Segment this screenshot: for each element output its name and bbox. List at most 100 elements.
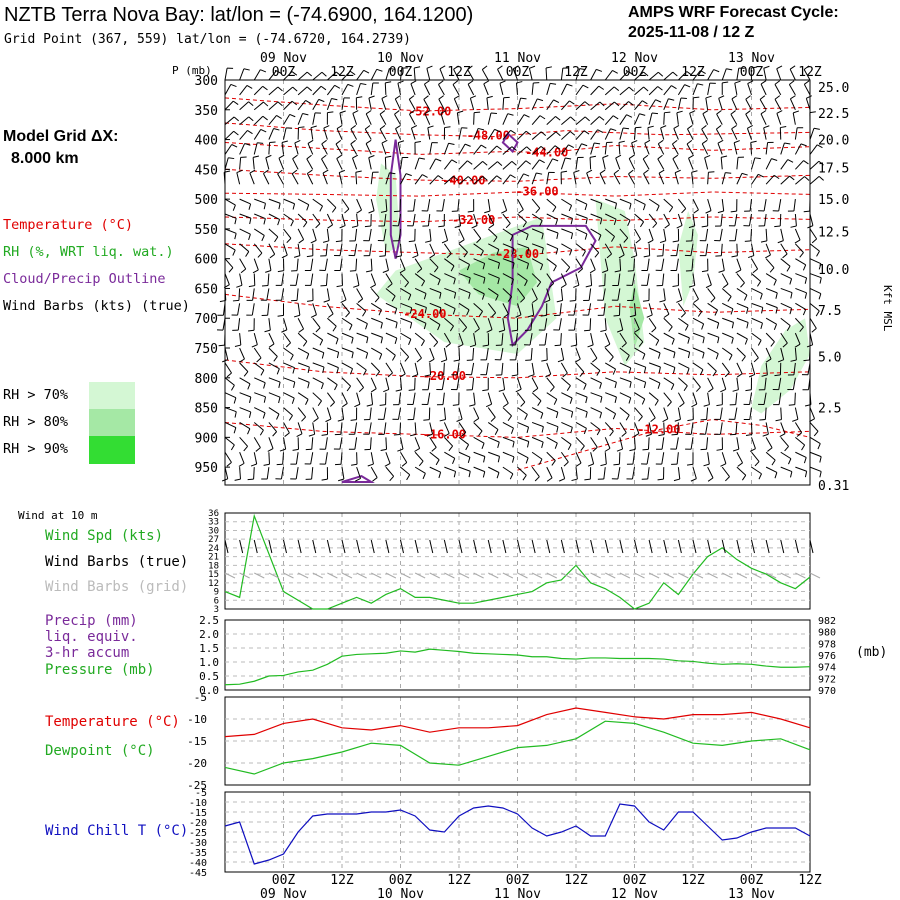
wind-barb-feather [804, 292, 808, 299]
wind-barb-feather [585, 285, 592, 288]
wind-barb-staff [546, 258, 557, 267]
wind-barb-staff [760, 113, 767, 125]
wind-barb-feather [349, 70, 356, 76]
wind-barb-feather [273, 128, 280, 131]
wind-barb-staff [720, 243, 723, 256]
wind-barb-feather [790, 359, 797, 362]
wind-barb-feather [761, 374, 768, 377]
wind-barb-staff [370, 198, 375, 211]
kft-tick-label: 0.31 [818, 479, 849, 494]
wind-barb-staff [809, 302, 820, 312]
wind-barb-staff [517, 288, 526, 299]
wind-barb-staff [734, 213, 738, 226]
wind-barb-feather [583, 383, 587, 390]
wind-barb-staff [765, 422, 769, 435]
wind-barb-staff [379, 113, 387, 125]
wind-barb-staff [546, 116, 556, 126]
wind-barb-feather [613, 219, 617, 226]
wind-barb-feather [774, 80, 781, 85]
wind-barb-feather [509, 473, 514, 480]
wind-barb-staff [663, 332, 675, 340]
wind-barb-feather [584, 101, 590, 106]
wind-barb-feather [494, 429, 499, 436]
wind-barb-feather [248, 116, 254, 122]
wind-barb-feather [570, 116, 576, 122]
wind-barb-staff [634, 332, 644, 343]
wind-barb-feather [612, 413, 617, 420]
wind-barb-staff [368, 97, 372, 110]
wind-barb-staff [365, 143, 372, 155]
wind-barb-feather [243, 371, 249, 377]
wind-barb-staff [400, 157, 403, 170]
wind-barb-feather [681, 208, 687, 214]
wind-barb-feather [404, 282, 409, 288]
wind-barb-staff [628, 173, 635, 185]
wind-barb-feather [553, 265, 557, 272]
wind-barb-staff [467, 83, 475, 96]
wind-barb-staff [736, 452, 744, 464]
wind-barb-feather [424, 374, 431, 377]
wind-barb-feather [380, 210, 387, 213]
wind-barb-feather [556, 232, 559, 239]
wind-barb-feather [528, 374, 535, 378]
wind-barb-feather [425, 240, 432, 243]
wind-barb-staff [765, 332, 775, 343]
wind-barb-staff [253, 142, 258, 155]
wind-barb-staff [341, 198, 350, 210]
wind-barb-feather [356, 96, 363, 99]
wind-barb-staff [283, 100, 293, 111]
wind-barb-staff [660, 127, 665, 140]
wind-barb-staff [488, 451, 500, 457]
wind-barb-feather [569, 100, 575, 105]
wind-barb-staff [429, 158, 437, 170]
wind-barb-feather [765, 358, 772, 363]
wind-barb-staff [341, 392, 348, 404]
wind-barb-staff [546, 198, 557, 208]
wind-barb-staff [678, 71, 688, 81]
wind-barb-feather [672, 71, 678, 77]
pressure-axis-label: P (mb) [172, 64, 212, 77]
wind-barb-staff [604, 347, 614, 358]
wind-barb-feather [401, 462, 408, 467]
wind-barb-feather [818, 160, 824, 166]
wind-barb-feather [749, 374, 755, 378]
wind-barb-staff [765, 437, 773, 448]
wind-barb-staff [224, 228, 237, 234]
wind-barb-feather [762, 433, 769, 437]
wind-barb-staff [268, 213, 280, 220]
wind-barb-staff [400, 68, 403, 81]
wind-barb-feather [524, 280, 528, 287]
wind-barb-feather [612, 115, 619, 120]
wind-barb-feather [526, 146, 532, 152]
wind-barb-staff [278, 158, 284, 170]
wind-barb-feather [546, 477, 553, 482]
wind-barb-staff [452, 84, 460, 96]
wind-barb-staff [529, 333, 533, 346]
wind-barb-staff [590, 452, 595, 464]
wind-barb-feather [552, 206, 557, 213]
wind-barb-feather [788, 404, 795, 406]
wind-barb-feather [437, 374, 444, 376]
wind-10m-barb [312, 539, 317, 554]
wind-10m-barb [765, 539, 770, 554]
wind-barb-feather [395, 124, 401, 130]
wind-barb-feather [440, 110, 447, 114]
wind-barb-feather [657, 352, 661, 359]
wind-barb-staff [326, 85, 336, 96]
wind-barb-feather [306, 86, 313, 92]
wind-barb-feather [657, 478, 664, 481]
wind-barb-staff [517, 160, 527, 170]
model-grid-info: Model Grid ΔX: 8.000 km [3, 126, 119, 170]
wind-barb-staff [224, 213, 237, 219]
wind-barb-staff [397, 213, 401, 226]
wind-barb-feather [819, 456, 822, 463]
wind-barb-staff [561, 422, 573, 428]
wind-barb-staff [707, 83, 711, 95]
wind-barb-staff [722, 317, 734, 323]
wind-barb-staff [517, 377, 522, 390]
wind-barb-staff [617, 467, 621, 480]
wind-barb-feather [469, 344, 476, 348]
wind-barb-staff [409, 113, 416, 125]
wind-barb-staff [720, 213, 723, 226]
wind-barb-staff [809, 258, 822, 265]
